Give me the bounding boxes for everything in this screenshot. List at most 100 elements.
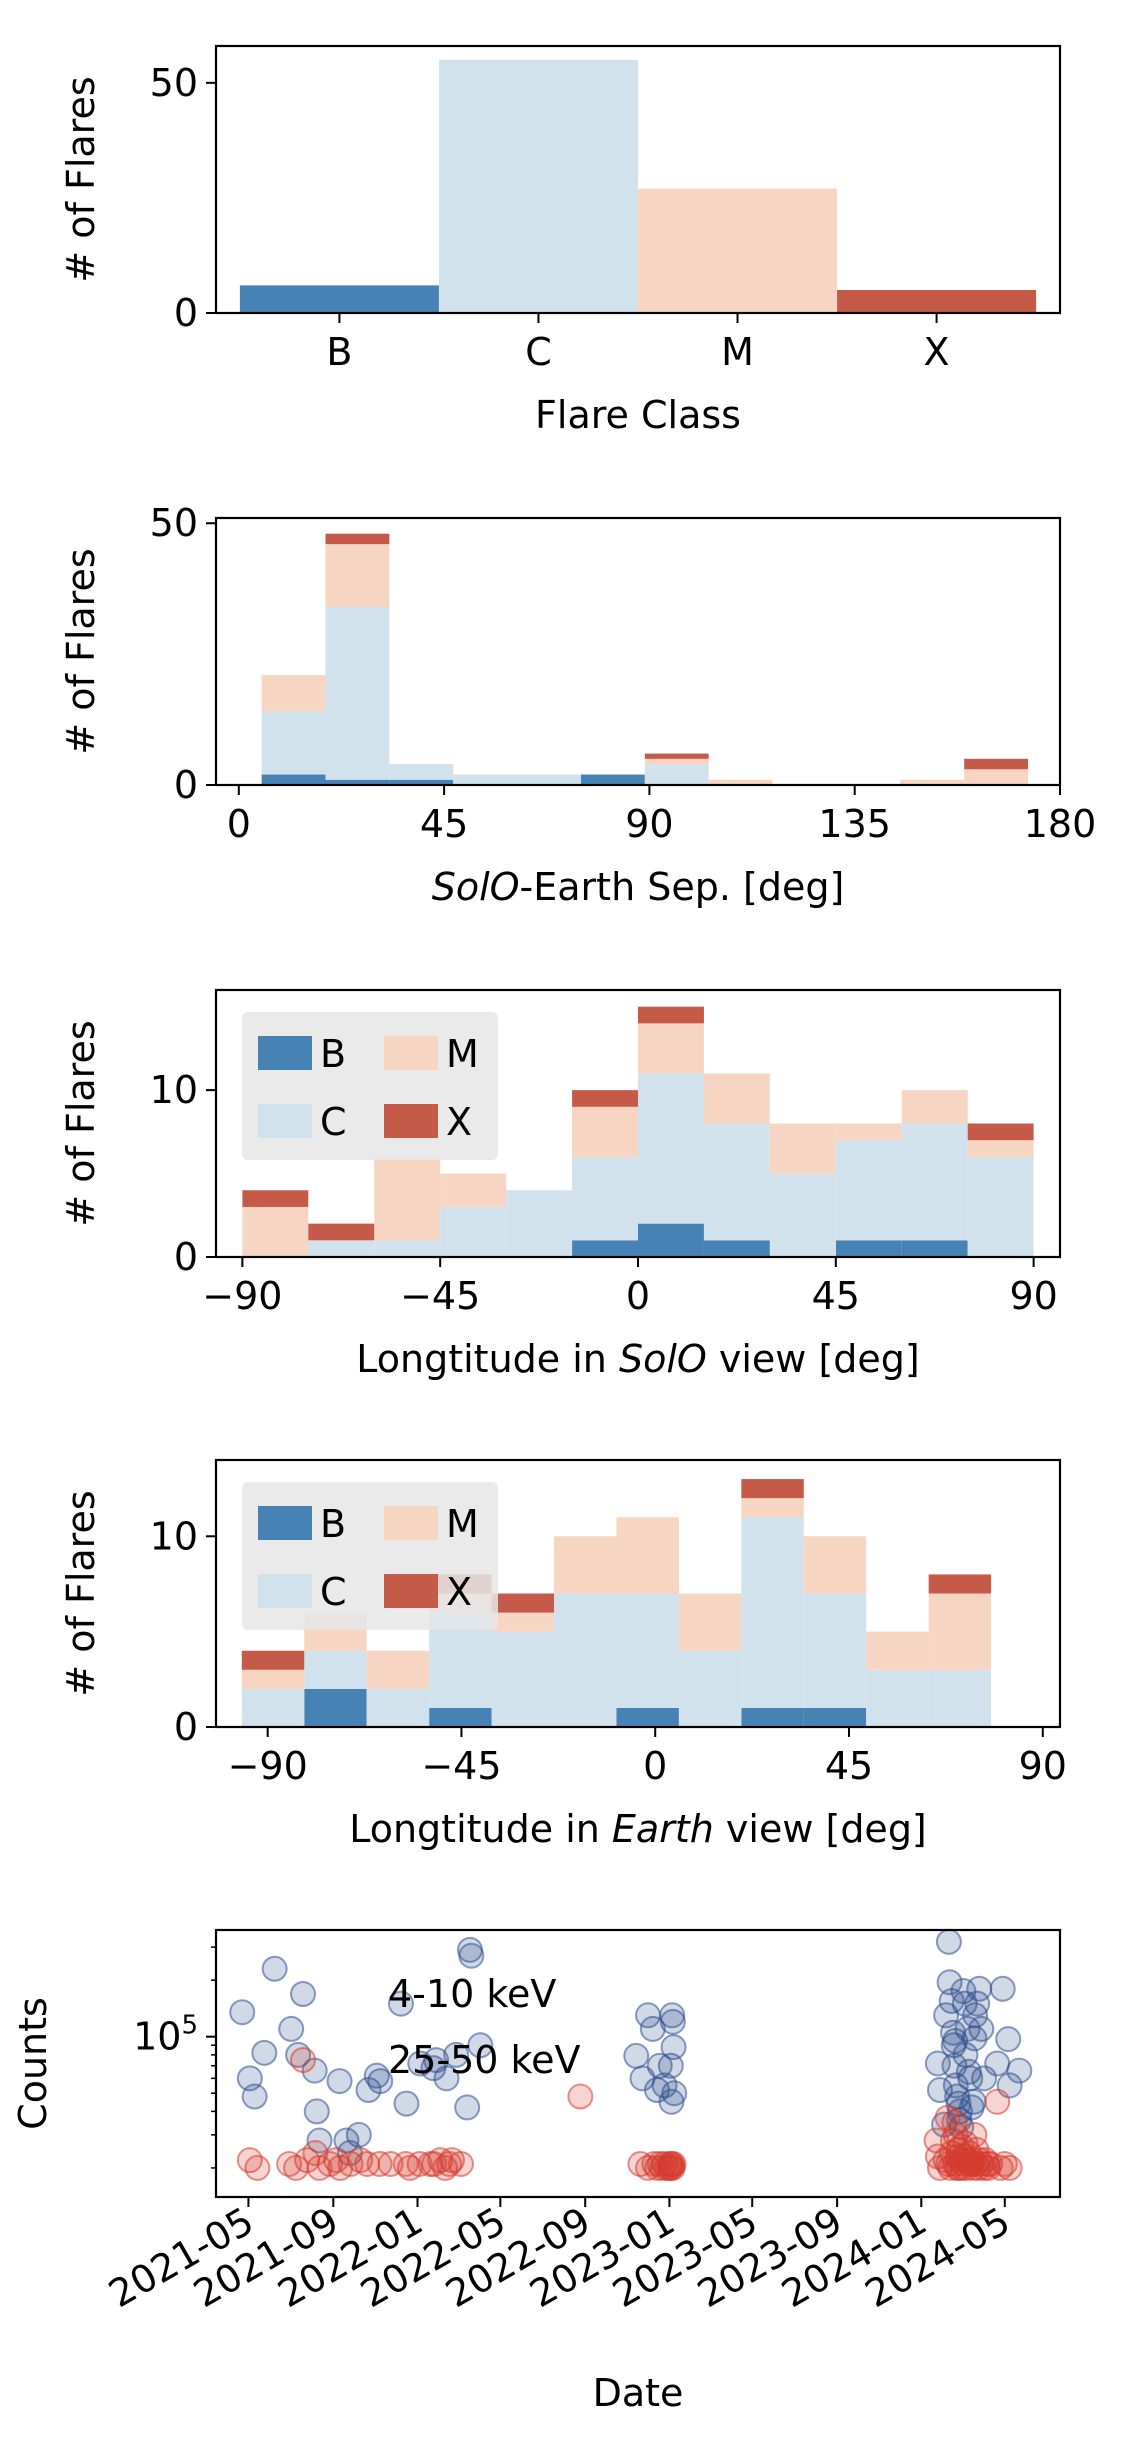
point-high [984,2088,1011,2115]
bar-C [366,1688,430,1727]
bar-B [901,1240,968,1257]
y-axis-label: Counts [11,1997,55,2130]
bar-M [616,1517,679,1594]
y-tick-label: 0 [174,291,198,335]
point-low [467,2032,494,2059]
bar-M [638,188,838,313]
x-tick-label: 135 [818,802,891,846]
bar-M [866,1631,929,1670]
bar-X [325,533,390,545]
panel-2: 0 50 0 45 90 135 180 # of Flares SolO-Earth Sep.… [59,501,1096,909]
legend-swatch-B [258,1506,312,1540]
y-tick-label: 50 [150,501,198,545]
bar-X [967,1123,1034,1141]
bar-C [703,1123,770,1241]
bar-X [741,1479,804,1499]
x-tick-label: C [525,330,552,374]
point-high [996,2154,1023,2181]
axes-frame [214,44,1062,315]
bar-B [703,1240,770,1257]
point-low [960,2088,987,2115]
bar-C [241,1688,305,1727]
xlabel-part: -Earth Sep. [deg] [520,865,845,909]
x-tick-label: 45 [812,1274,860,1318]
y-tick-label: 10 [150,1514,198,1558]
bar-B [325,779,390,785]
bar-C [491,1631,555,1727]
panel-5: 1052021-052021-092022-012022-052022-0920… [11,1928,1062,2415]
point-low [995,2026,1022,2053]
point-low [303,2098,330,2125]
bar-C [453,774,518,785]
legend-swatch-C [258,1104,312,1138]
y-tick-label: 0 [174,1235,198,1279]
point-low [660,2034,687,2061]
legend-label: 25-50 keV [388,2038,581,2082]
bar-X [491,1593,555,1613]
bar-C [835,1140,902,1241]
bar-M [366,1650,430,1689]
bar-X [644,753,709,759]
bar-M [261,675,326,712]
y-tick-exponent: 5 [181,2011,198,2041]
xlabel-part: SolO [432,865,520,909]
x-tick-label: 0 [643,1744,667,1788]
point-low [443,2041,470,2068]
bar-X [572,1090,638,1107]
bar-M [241,1669,305,1689]
x-tick-label: 45 [825,1744,873,1788]
legend-marker [290,2047,316,2073]
legend: B M C X [242,1012,498,1160]
bar-B [616,1707,679,1727]
bar-M [242,1206,309,1257]
panel-3: 0 10 −90 −45 0 45 90 # of Flares Longtitude in S… [59,988,1062,1381]
bar-B [572,1240,638,1257]
bar-C [901,1123,968,1241]
x-tick-label: −45 [421,1744,501,1788]
point-high [987,2154,1014,2181]
xlabel-part: SolO [619,1337,707,1381]
x-tick-label: 90 [1009,1274,1057,1318]
point-high [347,2147,374,2174]
legend-label-C: C [320,1100,347,1144]
point-high [236,2147,263,2174]
point-low [935,1928,962,1955]
point-low [261,1955,288,1982]
bar-C [440,1206,507,1257]
x-axis-label: Date [593,2371,684,2415]
x-tick-label: B [326,330,352,374]
bar-M [638,1023,704,1074]
x-tick-label: 0 [626,1274,650,1318]
bar-B [429,1707,492,1727]
point-low [278,2015,305,2042]
legend-label-M: M [446,1502,479,1546]
point-low [623,2042,650,2069]
legend-swatch-M [384,1506,438,1540]
legend: 4-10 keV 25-50 keV [290,1972,581,2082]
x-tick-label: X [924,330,950,374]
bar-C [308,1240,375,1257]
bar-M [678,1593,742,1651]
y-axis-label: # of Flares [59,1490,103,1696]
panel-1: B C M X 0 50 # of Flares Flare Class [59,44,1062,437]
y-axis-label: # of Flares [59,76,103,282]
bar-C [769,1173,836,1257]
xlabel-part: Longtitude in [356,1337,619,1381]
bar-M [901,1090,968,1124]
legend-label-X: X [446,1100,472,1144]
point-low [345,2121,372,2148]
x-tick-label: 45 [420,802,468,846]
bar-X [964,758,1029,770]
xlabel-part: Earth [612,1807,714,1851]
legend-label-C: C [320,1570,347,1614]
bar-B [580,774,645,785]
bar-M [835,1123,902,1141]
bar-B [389,779,454,785]
point-low [936,1969,963,1996]
bar-M [554,1536,617,1594]
axes-frame [214,1928,1062,2199]
point-low [433,2065,460,2092]
bar-M [572,1106,638,1157]
legend-marker [290,1981,316,2007]
